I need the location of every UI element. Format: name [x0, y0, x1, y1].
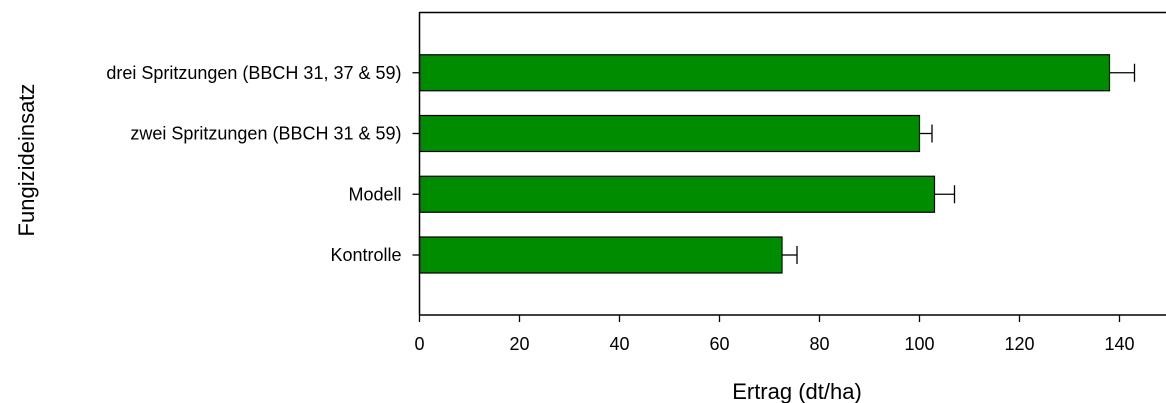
x-tick-label: 120	[1004, 334, 1034, 354]
y-axis-title: Fungizideinsatz	[14, 84, 39, 237]
category-label: Modell	[348, 184, 401, 204]
category-label: drei Spritzungen (BBCH 31, 37 & 59)	[106, 63, 401, 83]
category-label: Kontrolle	[330, 245, 401, 265]
x-tick-label: 40	[609, 334, 629, 354]
x-tick-label: 80	[809, 334, 829, 354]
x-tick-label: 20	[509, 334, 529, 354]
bars	[418, 54, 1136, 274]
category-labels: Kontrolle Modell zwei Spritzungen (BBCH 31…	[106, 63, 420, 265]
bar	[418, 175, 936, 213]
x-tick-label: 140	[1104, 334, 1134, 354]
bar	[418, 54, 1111, 92]
x-tick-label: 60	[709, 334, 729, 354]
axes	[418, 11, 1166, 316]
x-ticks: 0 20 40 60 80 100 120 140	[414, 315, 1135, 354]
category-label: zwei Spritzungen (BBCH 31 & 59)	[130, 124, 401, 144]
x-tick-label: 0	[414, 334, 424, 354]
x-axis-title: Ertrag (dt/ha)	[732, 379, 862, 403]
bar	[418, 236, 783, 274]
x-tick-label: 100	[904, 334, 934, 354]
bar	[418, 114, 921, 153]
